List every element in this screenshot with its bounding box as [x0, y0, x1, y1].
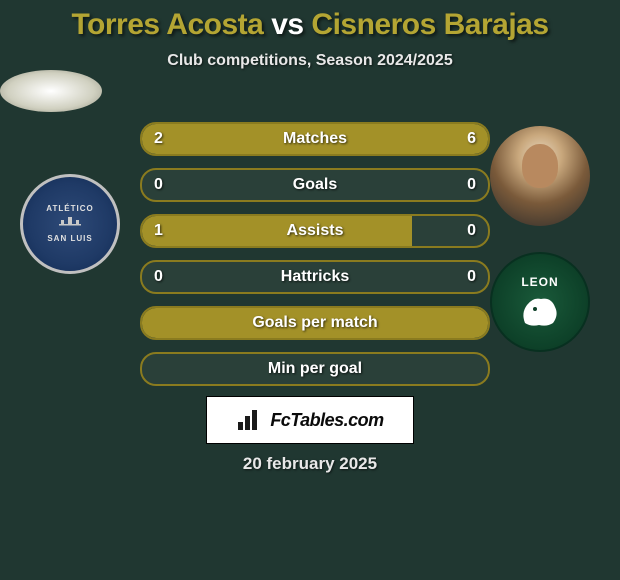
bar-right [229, 124, 489, 154]
stat-value-left: 1 [154, 222, 163, 240]
player1-club-badge: ATLÉTICO SAN LUIS [20, 174, 120, 274]
stat-label: Goals per match [252, 314, 377, 332]
stat-value-right: 0 [467, 176, 476, 194]
stat-row-min-per-goal: Min per goal [140, 352, 490, 386]
stat-row-goals: 0 Goals 0 [140, 168, 490, 202]
bars-icon [236, 408, 264, 432]
comparison-title: Torres Acosta vs Cisneros Barajas [0, 0, 620, 42]
site-logo-box[interactable]: FcTables.com [206, 396, 414, 444]
subtitle: Club competitions, Season 2024/2025 [0, 52, 620, 70]
stat-label: Goals [293, 176, 337, 194]
player2-avatar [490, 126, 590, 226]
stat-value-right: 0 [467, 268, 476, 286]
player2-club-name: LEON [521, 275, 558, 289]
player2-club-badge: LEON [490, 252, 590, 352]
stat-row-hattricks: 0 Hattricks 0 [140, 260, 490, 294]
stats-chart: 2 Matches 6 0 Goals 0 1 Assists 0 0 Hatt… [140, 122, 490, 398]
player1-name: Torres Acosta [71, 8, 263, 41]
vs-text: vs [271, 8, 303, 41]
stat-row-matches: 2 Matches 6 [140, 122, 490, 156]
lion-icon [517, 293, 563, 329]
stat-label: Matches [283, 130, 347, 148]
stat-value-left: 0 [154, 176, 163, 194]
player1-club-name: ATLÉTICO SAN LUIS [46, 204, 93, 244]
stat-row-goals-per-match: Goals per match [140, 306, 490, 340]
bar-left [142, 216, 412, 246]
player1-avatar [0, 70, 102, 112]
site-name: FcTables.com [270, 410, 383, 431]
monument-icon [57, 214, 83, 230]
stat-label: Min per goal [268, 360, 362, 378]
stat-value-right: 6 [467, 130, 476, 148]
stat-value-left: 0 [154, 268, 163, 286]
stat-value-left: 2 [154, 130, 163, 148]
stat-value-right: 0 [467, 222, 476, 240]
stat-label: Assists [287, 222, 344, 240]
player2-name: Cisneros Barajas [311, 8, 548, 41]
date-text: 20 february 2025 [0, 454, 620, 474]
stat-row-assists: 1 Assists 0 [140, 214, 490, 248]
stat-label: Hattricks [281, 268, 349, 286]
